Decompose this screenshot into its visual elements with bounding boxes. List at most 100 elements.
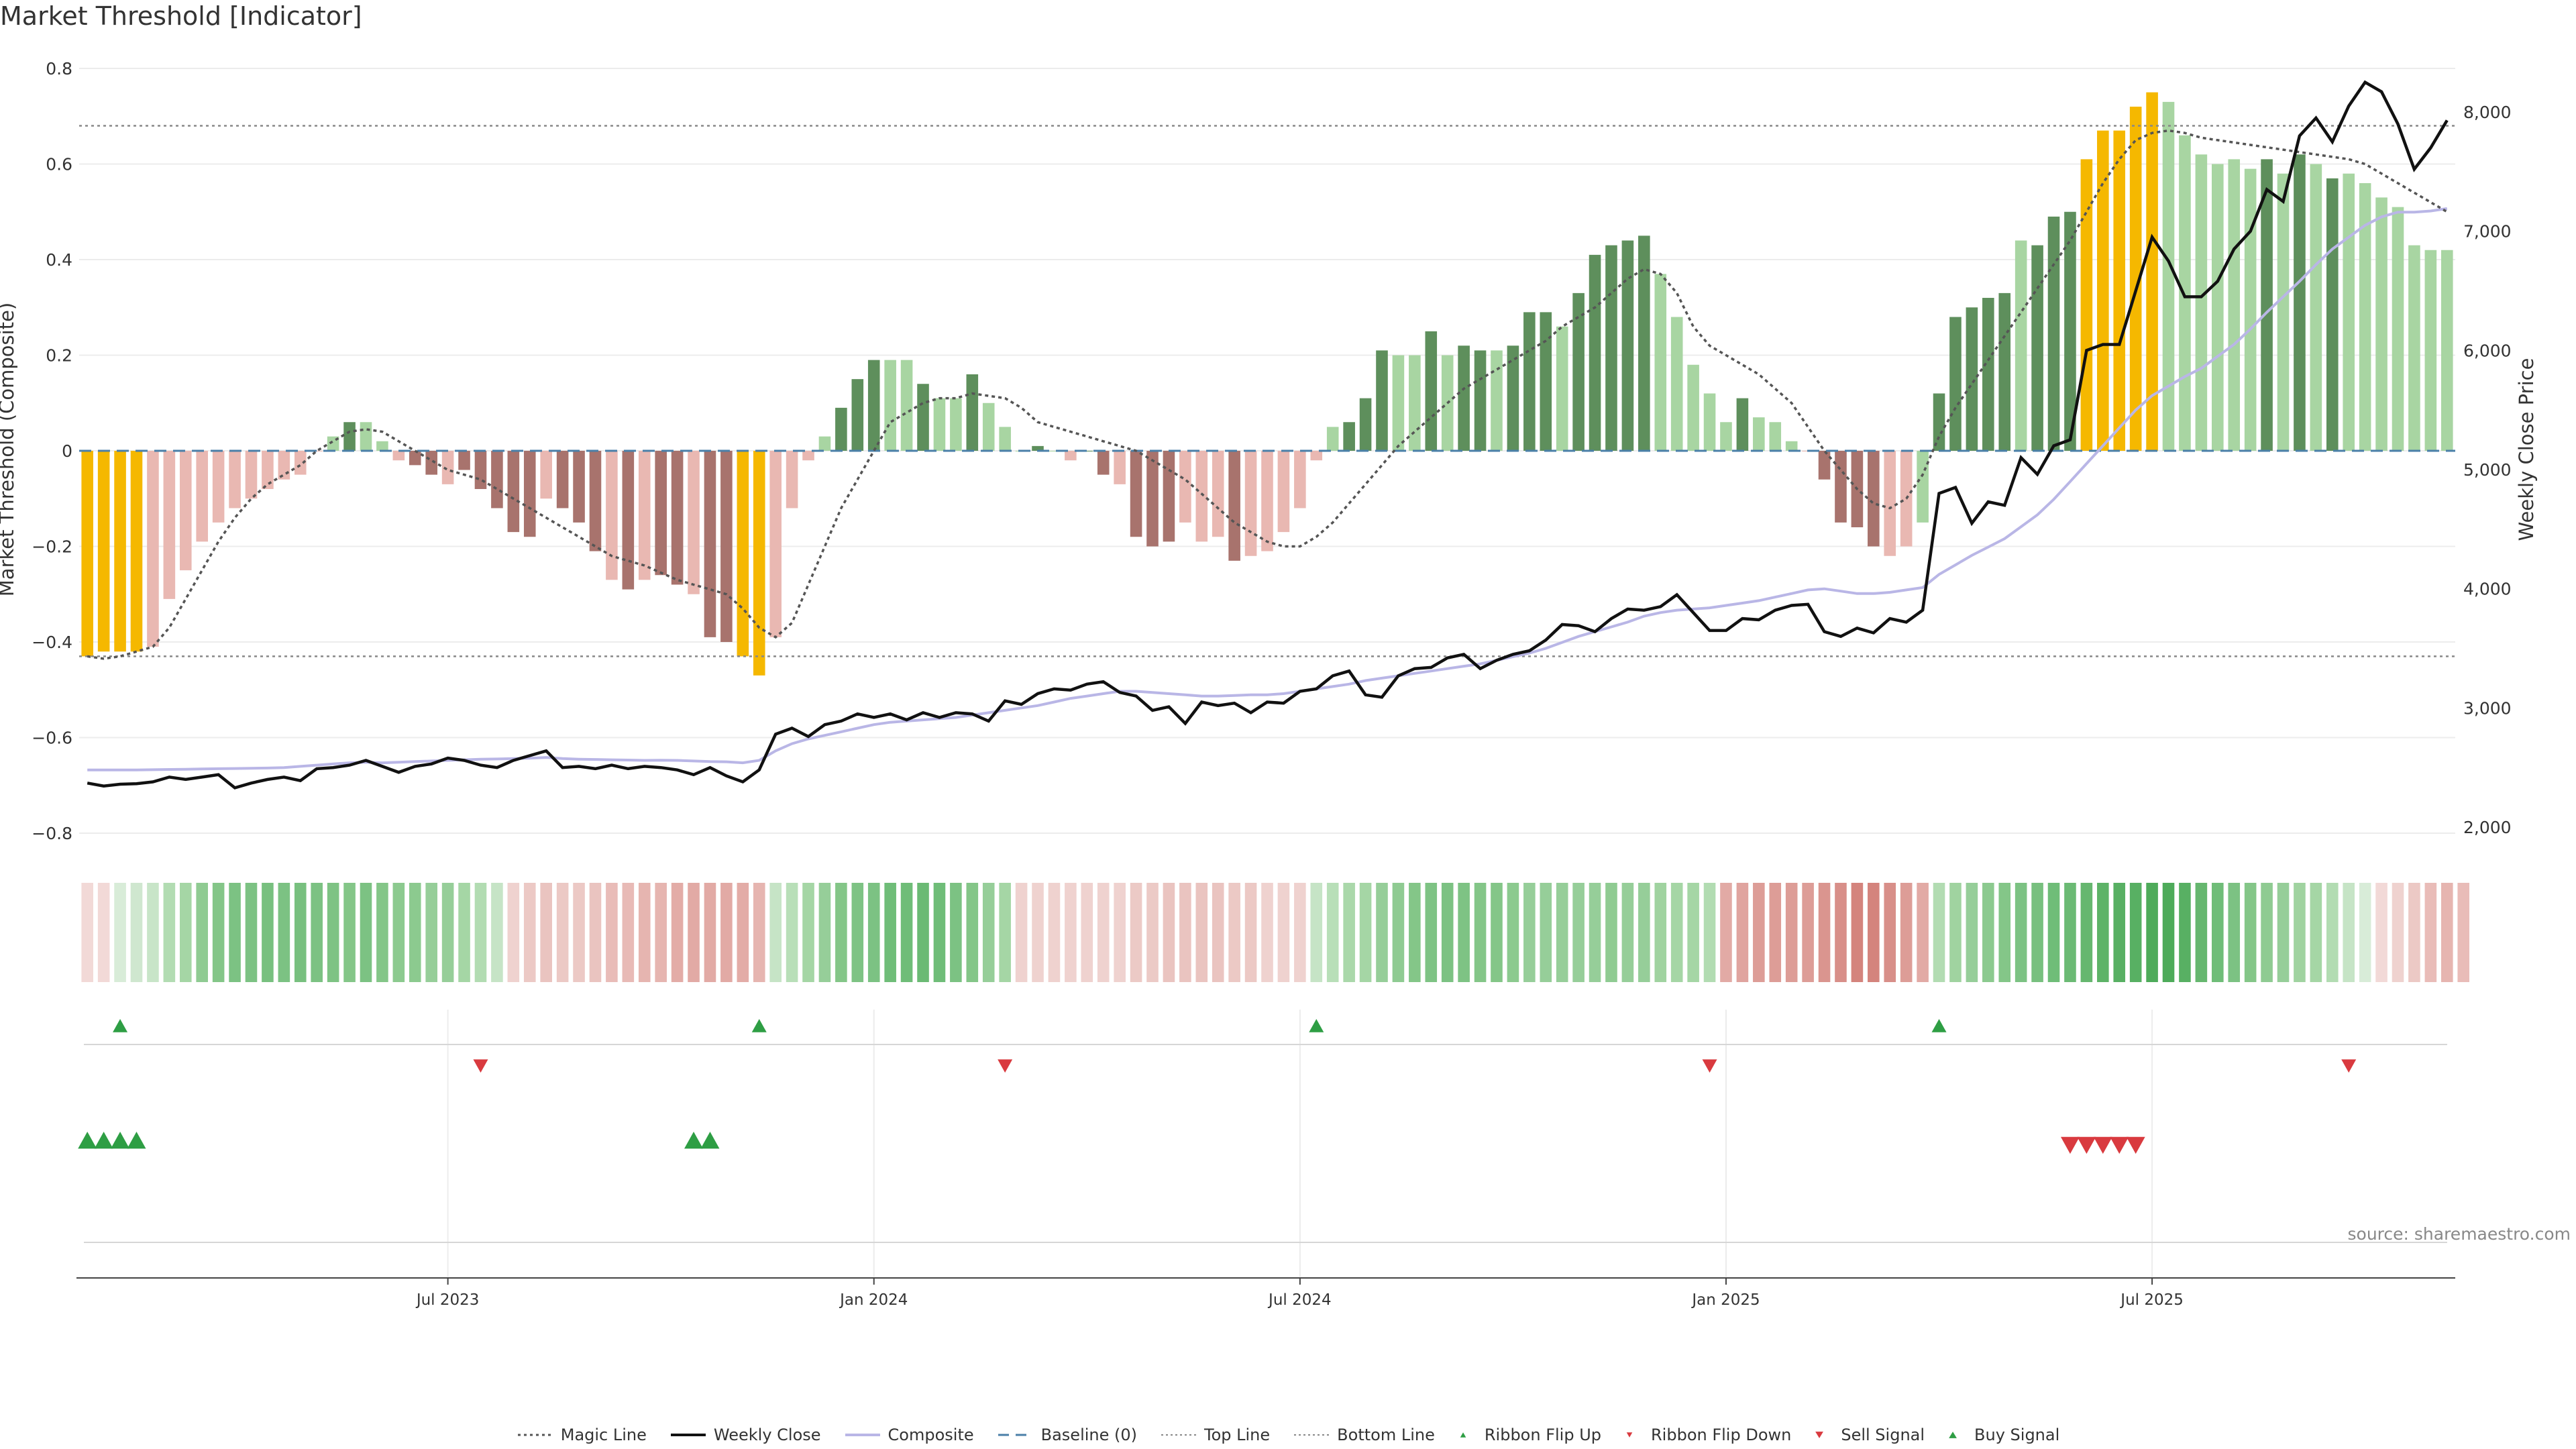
y2-tick-label: 2,000 (2463, 818, 2512, 837)
buy-signal-marker (127, 1132, 146, 1149)
ribbon-segment (1884, 883, 1896, 982)
ribbon-segment (2113, 883, 2126, 982)
ribbon-segment (2064, 883, 2076, 982)
ribbon-segment (2179, 883, 2191, 982)
ribbon-segment (1982, 883, 1994, 982)
composite-bar (2359, 183, 2371, 451)
weekly-close-line (87, 80, 2449, 790)
ribbon-flip-down-marker (2341, 1059, 2357, 1073)
composite-bar (2047, 216, 2060, 451)
ribbon-segment (376, 883, 388, 982)
composite-bar (1605, 245, 1617, 451)
ribbon-strip (81, 883, 2470, 982)
composite-bar (196, 451, 209, 542)
ribbon-segment (1966, 883, 1978, 982)
composite-bar (458, 451, 470, 470)
composite-bar (491, 451, 503, 508)
legend-item-weekly-close: Weekly Close (669, 1426, 821, 1444)
composite-bar (1868, 451, 1880, 547)
ribbon-segment (97, 883, 110, 982)
legend-label: Composite (888, 1426, 974, 1444)
y-tick-label: −0.8 (32, 824, 72, 843)
composite-bar (2129, 107, 2142, 451)
ribbon-segment (851, 883, 864, 982)
composite-bar (114, 451, 126, 652)
composite-bar (786, 451, 798, 508)
y-axis-left: 0.8 0.6 0.4 0.2 0 −0.2 −0.4 −0.6 −0.8 (32, 59, 72, 843)
x-tick-label: Jul 2025 (2119, 1291, 2184, 1309)
composite-bar (523, 451, 536, 537)
ribbon-flip-up-marker (751, 1019, 767, 1032)
ribbon-segment (704, 883, 716, 982)
composite-bar (2162, 101, 2175, 451)
ribbon-segment (1621, 883, 1634, 982)
buy-signal-marker (684, 1132, 704, 1149)
chart-title: Market Threshold [Indicator] (0, 1, 362, 31)
buy-signal-marker (700, 1132, 720, 1149)
composite-bar (2113, 130, 2126, 451)
legend-swatch-dashed-blue-icon (998, 1434, 1033, 1436)
ribbon-segment (1244, 883, 1257, 982)
y-tick-label: 0.6 (46, 155, 72, 174)
y-axis-right: 8,000 7,000 6,000 5,000 4,000 3,000 2,000 (2463, 103, 2512, 837)
composite-bar (802, 451, 814, 461)
ribbon-segment (294, 883, 307, 982)
y2-tick-label: 5,000 (2463, 460, 2512, 480)
ribbon-segment (360, 883, 372, 982)
ribbon-segment (441, 883, 454, 982)
composite-bar (2261, 159, 2273, 451)
ribbon-segment (606, 883, 618, 982)
y-tick-label: 0 (62, 441, 72, 461)
legend-swatch-solid-black-icon (670, 1434, 706, 1436)
ribbon-segment (1769, 883, 1782, 982)
composite-bar (2064, 211, 2076, 451)
ribbon-segment (507, 883, 520, 982)
composite-bar (917, 384, 929, 451)
composite-bar (212, 451, 225, 523)
ribbon-flip-up-marker (113, 1019, 128, 1032)
ribbon-segment (2294, 883, 2306, 982)
ribbon-segment (1540, 883, 1552, 982)
ribbon-flip-down-marker (1702, 1059, 1717, 1073)
ribbon-segment (1294, 883, 1306, 982)
ribbon-segment (2244, 883, 2257, 982)
ribbon-segment (2375, 883, 2387, 982)
composite-bar (1130, 451, 1142, 537)
buy-signal-marker (111, 1132, 130, 1149)
composite-bar (2212, 164, 2224, 451)
ribbon-segment (327, 883, 339, 982)
ribbon-segment (1458, 883, 1470, 982)
ribbon-segment (2162, 883, 2175, 982)
ribbon-segment (966, 883, 979, 982)
ribbon-segment (2031, 883, 2043, 982)
ribbon-segment (1212, 883, 1224, 982)
buy-signal-marker (78, 1132, 97, 1149)
ribbon-segment (1917, 883, 1929, 982)
y-tick-label: −0.6 (32, 729, 72, 748)
ribbon-segment (474, 883, 487, 982)
composite-bar (688, 451, 700, 594)
ribbon-segment (1703, 883, 1716, 982)
legend-item-buy-signal: Buy Signal (1947, 1426, 2059, 1444)
ribbon-segment (1835, 883, 1847, 982)
ribbon-segment (802, 883, 814, 982)
ribbon-segment (1933, 883, 1945, 982)
composite-bar (769, 451, 782, 637)
ribbon-segment (1605, 883, 1617, 982)
legend-item-bottom-line: Bottom Line (1293, 1426, 1435, 1444)
ribbon-segment (900, 883, 913, 982)
ribbon-segment (1785, 883, 1798, 982)
ribbon-segment (523, 883, 536, 982)
ribbon-segment (1556, 883, 1568, 982)
composite-bar (1703, 393, 1716, 451)
composite-bar (1343, 422, 1355, 451)
composite-bar (1326, 427, 1339, 451)
legend-swatch-dotted-grey-icon (1294, 1434, 1330, 1436)
ribbon-segment (769, 883, 782, 982)
ribbon-segment (1195, 883, 1208, 982)
ribbon-segment (1048, 883, 1061, 982)
composite-bar (2343, 173, 2355, 451)
ribbon-segment (1359, 883, 1372, 982)
ribbon-segment (2261, 883, 2273, 982)
composite-bar (2277, 173, 2290, 451)
